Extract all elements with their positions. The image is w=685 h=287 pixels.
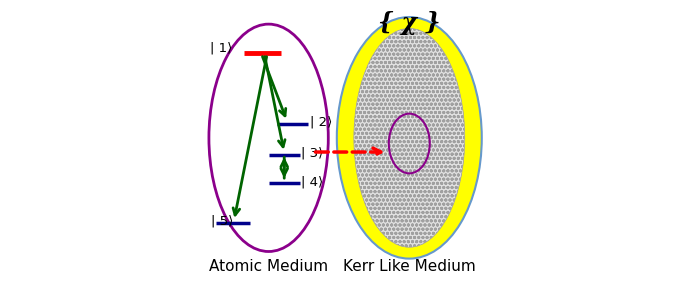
Text: | 5⟩: | 5⟩	[211, 214, 234, 227]
Text: Kerr Like Medium: Kerr Like Medium	[343, 259, 475, 274]
Ellipse shape	[337, 17, 482, 259]
Text: { χ }: { χ }	[378, 11, 440, 35]
Text: | 2⟩: | 2⟩	[310, 116, 332, 129]
Ellipse shape	[354, 28, 464, 247]
Text: | 3⟩: | 3⟩	[301, 147, 323, 160]
Text: | 1⟩: | 1⟩	[210, 42, 232, 55]
Text: Atomic Medium: Atomic Medium	[209, 259, 328, 274]
Text: | 4⟩: | 4⟩	[301, 175, 323, 188]
